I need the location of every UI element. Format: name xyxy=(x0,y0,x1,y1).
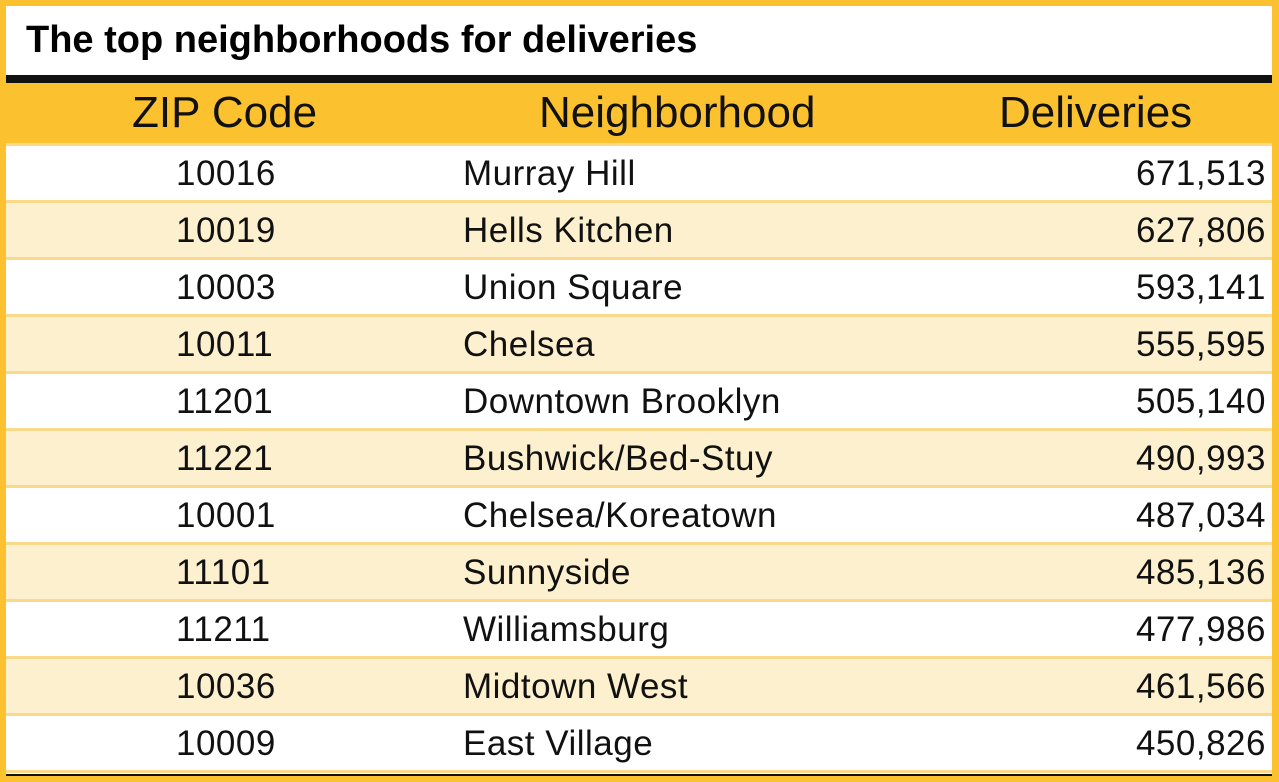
neighborhood-cell: Hells Kitchen xyxy=(463,211,674,250)
neighborhood-cell: Midtown West xyxy=(463,667,689,706)
deliveries-cell: 461,566 xyxy=(1135,667,1266,706)
zip-cell: 10001 xyxy=(176,496,276,535)
column-header-zip: ZIP Code xyxy=(132,88,318,137)
deliveries-cell: 555,595 xyxy=(1135,325,1266,364)
table-row: 10036 Midtown West 461,566 xyxy=(6,659,1272,716)
zip-cell: 11211 xyxy=(176,610,271,649)
deliveries-cell: 593,141 xyxy=(1135,268,1266,307)
table-frame: The top neighborhoods for deliveries ZIP… xyxy=(6,6,1272,776)
neighborhood-cell: East Village xyxy=(463,724,654,763)
column-header-neighborhood: Neighborhood xyxy=(539,88,816,137)
deliveries-cell: 487,034 xyxy=(1135,496,1266,535)
header-row: ZIP Code Neighborhood Deliveries xyxy=(6,83,1272,146)
table-row: 11201 Downtown Brooklyn 505,140 xyxy=(6,374,1272,431)
deliveries-cell: 477,986 xyxy=(1135,610,1266,649)
neighborhood-cell: Chelsea/Koreatown xyxy=(463,496,777,535)
zip-cell: 10011 xyxy=(176,325,274,364)
table-title: The top neighborhoods for deliveries xyxy=(26,19,698,61)
neighborhood-cell: Chelsea xyxy=(463,325,595,364)
neighborhood-cell: Downtown Brooklyn xyxy=(463,382,781,421)
neighborhood-cell: Bushwick/Bed-Stuy xyxy=(463,439,774,478)
deliveries-cell: 490,993 xyxy=(1135,439,1266,478)
table-row: 11211 Williamsburg 477,986 xyxy=(6,602,1272,659)
table-row: 10011 Chelsea 555,595 xyxy=(6,317,1272,374)
table-body: 10016 Murray Hill 671,513 10019 Hells Kitche… xyxy=(6,146,1272,774)
table-row: 10001 Chelsea/Koreatown 487,034 xyxy=(6,488,1272,545)
column-header-deliveries: Deliveries xyxy=(999,88,1193,137)
zip-cell: 11201 xyxy=(176,382,274,421)
zip-cell: 10016 xyxy=(176,154,276,193)
neighborhood-cell: Williamsburg xyxy=(463,610,670,649)
table-row: 11221 Bushwick/Bed-Stuy 490,993 xyxy=(6,431,1272,488)
zip-cell: 10036 xyxy=(176,667,276,706)
table-row: 10016 Murray Hill 671,513 xyxy=(6,146,1272,203)
neighborhood-cell: Murray Hill xyxy=(463,154,636,193)
deliveries-cell: 505,140 xyxy=(1135,382,1266,421)
deliveries-cell: 485,136 xyxy=(1135,553,1266,592)
deliveries-cell: 450,826 xyxy=(1135,724,1266,763)
deliveries-cell: 671,513 xyxy=(1135,154,1266,193)
zip-cell: 10009 xyxy=(176,724,276,763)
neighborhood-cell: Union Square xyxy=(463,268,684,307)
title-bar: The top neighborhoods for deliveries xyxy=(6,6,1272,75)
zip-cell: 11221 xyxy=(176,439,274,478)
table-row: 10019 Hells Kitchen 627,806 xyxy=(6,203,1272,260)
table-row: 11101 Sunnyside 485,136 xyxy=(6,545,1272,602)
neighborhood-cell: Sunnyside xyxy=(463,553,631,592)
bottom-border xyxy=(6,774,1272,776)
table-row: 10003 Union Square 593,141 xyxy=(6,260,1272,317)
table-row: 10009 East Village 450,826 xyxy=(6,716,1272,773)
deliveries-cell: 627,806 xyxy=(1135,211,1266,250)
zip-cell: 11101 xyxy=(176,553,271,592)
zip-cell: 10003 xyxy=(176,268,276,307)
zip-cell: 10019 xyxy=(176,211,276,250)
